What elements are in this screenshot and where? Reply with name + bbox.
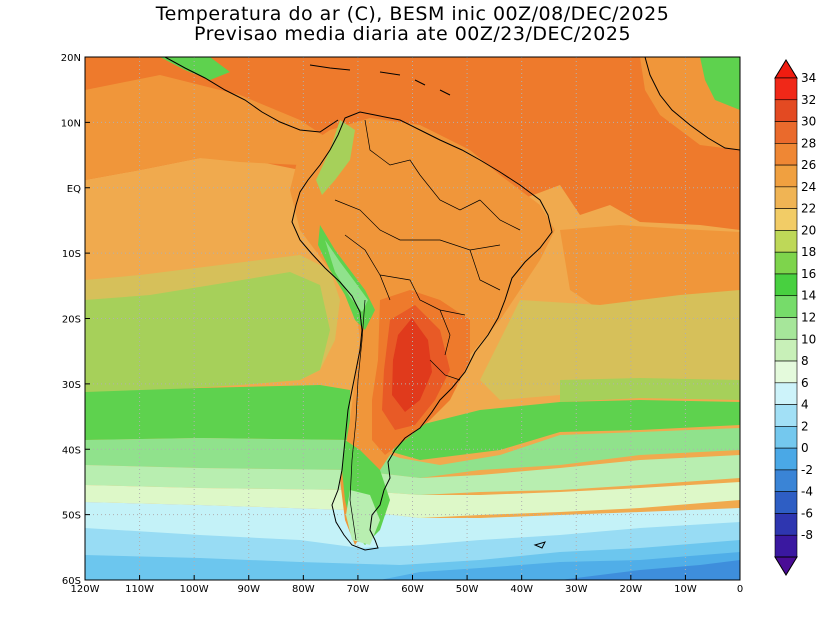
longitude-tick-label: 80W (292, 584, 315, 595)
colorbar-label: 22 (801, 202, 816, 216)
south-america-coastline (291, 111, 553, 551)
colorbar-swatch (774, 99, 798, 122)
colorbar-label: 0 (801, 441, 809, 455)
field-band-0 (560, 560, 740, 580)
latitude-tick-label: 60S (62, 576, 81, 587)
longitude-tick-label: 30W (565, 584, 588, 595)
colorbar-swatch (774, 447, 798, 471)
colorbar-label: 2 (801, 419, 809, 433)
colorbar-swatch (774, 273, 798, 297)
field-atlantic-gulf (560, 225, 740, 310)
longitude-tick-label: 90W (237, 584, 260, 595)
border-colombia-venezuela (364, 119, 421, 176)
latitude-tick-label: 20S (62, 315, 81, 326)
colorbar-label: 14 (801, 289, 816, 303)
longitude-tick-label: 50W (456, 584, 479, 595)
field-north-pacific (85, 75, 330, 180)
colorbar-label: 28 (801, 136, 816, 150)
colorbar-label: 16 (801, 267, 816, 281)
colorbar-top-arrow (774, 59, 798, 79)
border-paraguay-brazil (439, 309, 451, 356)
field-colombia-andes (316, 120, 355, 195)
falklands (533, 541, 546, 549)
colorbar-label: 24 (801, 180, 816, 194)
latitude-tick-label: 40S (62, 445, 81, 456)
colorbar-label: 32 (801, 93, 816, 107)
caribbean-islands (309, 64, 451, 96)
longitude-tick-label: 100W (180, 584, 209, 595)
colorbar-swatch (774, 469, 798, 492)
colorbar-swatch (774, 513, 798, 536)
colorbar-swatch (774, 77, 798, 101)
longitude-tick-label: 40W (510, 584, 533, 595)
country-borders (334, 119, 521, 541)
field-africa-green (700, 57, 740, 110)
longitude-tick-label: 60W (401, 584, 424, 595)
longitude-tick-label: 110W (125, 584, 154, 595)
colorbar-swatch (774, 360, 798, 384)
colorbar-swatch (774, 251, 798, 275)
field-east-pacific-tongue (85, 180, 330, 280)
latitude-tick-label: 10S (62, 249, 81, 260)
field-andes-cooler (325, 240, 368, 312)
field-band-18 (85, 385, 740, 460)
longitude-tick-label: 0 (737, 584, 743, 595)
colorbar-swatch (774, 121, 798, 144)
colorbar-swatch (774, 295, 798, 318)
colorbar-swatch (774, 208, 798, 231)
colorbar-swatch (774, 230, 798, 253)
africa-coastline (644, 57, 740, 151)
colorbar-label: -6 (801, 506, 813, 520)
colorbar-label: 4 (801, 398, 809, 412)
coastlines (164, 57, 740, 551)
longitude-tick-label: 70W (347, 584, 370, 595)
colorbar-bottom-arrow (774, 556, 798, 576)
colorbar-swatch (774, 534, 798, 558)
colorbar-swatch (774, 338, 798, 362)
colorbar-label: 6 (801, 376, 809, 390)
latitude-tick-label: 50S (62, 511, 81, 522)
colorbar-label: 30 (801, 115, 816, 129)
longitude-tick-label: 10W (674, 584, 697, 595)
latitude-tick-label: EQ (67, 184, 81, 195)
field-atlantic-subtropic (480, 290, 740, 400)
colorbar-label: 20 (801, 223, 816, 237)
latitude-tick-label: 30S (62, 380, 81, 391)
colorbar-label: 34 (801, 71, 816, 85)
colorbar-label: -4 (801, 485, 813, 499)
colorbar-label: 18 (801, 245, 816, 259)
colorbar-label: -8 (801, 528, 813, 542)
longitude-tick-label: 20W (620, 584, 643, 595)
border-bolivia-paraguay (379, 274, 466, 316)
field-pacific-20 (85, 272, 330, 392)
latitude-tick-label: 20N (61, 53, 81, 64)
colorbar-swatch (774, 426, 798, 449)
longitude-tick-label: 120W (71, 584, 100, 595)
field-central-america (160, 57, 230, 80)
colorbar-swatch (774, 186, 798, 209)
border-argentina-uruguay (429, 359, 461, 381)
colorbar-swatch (774, 143, 798, 166)
colorbar-label: -2 (801, 463, 813, 477)
border-brazil-states (419, 174, 521, 291)
colorbar-label: 12 (801, 311, 816, 325)
colorbar-label: 8 (801, 354, 809, 368)
colorbar-swatch (774, 382, 798, 405)
map-title-line-1: Temperatura do ar (C), BESM inic 00Z/08/… (155, 3, 670, 25)
colorbar-swatch (774, 404, 798, 427)
colorbar-swatch (774, 491, 798, 514)
central-america-coastline (164, 57, 339, 133)
map-title-line-2: Previsao media diaria ate 00Z/23/DEC/202… (193, 23, 632, 45)
latitude-tick-label: 10N (61, 118, 81, 129)
colorbar-label: 10 (801, 332, 816, 346)
border-chile-argentina (349, 299, 366, 541)
border-peru-bolivia (344, 234, 391, 301)
latitude-axis: 20N 10N EQ 10S 20S 30S 40S 50S 60S (61, 53, 90, 587)
colorbar-label: 26 (801, 158, 816, 172)
longitude-axis: 120W 110W 100W 90W 80W 70W 60W 50W 40W 30W 20W 10W 0 (71, 575, 743, 595)
colorbar-swatch (774, 317, 798, 340)
colorbar-swatch (774, 164, 798, 188)
